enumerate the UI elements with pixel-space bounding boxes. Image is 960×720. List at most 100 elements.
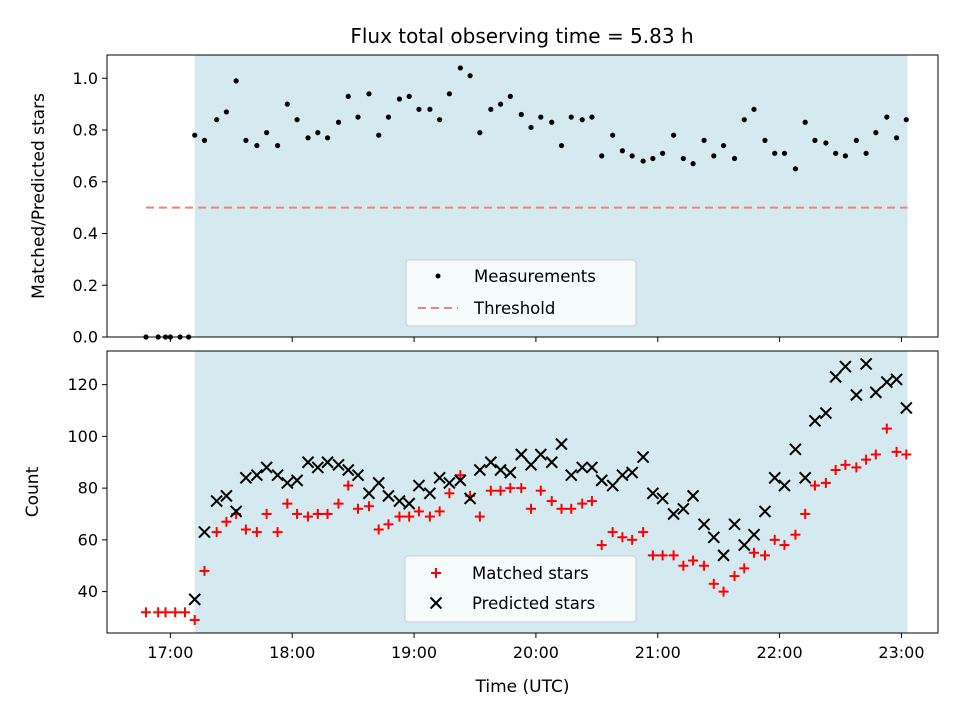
x-stroke [880, 375, 894, 389]
x-tick-label: 23:00 [878, 643, 924, 662]
predicted-stars-point [332, 458, 345, 472]
measurement-point [579, 117, 585, 123]
measurement-point [477, 130, 483, 136]
x-stroke [290, 474, 304, 487]
predicted-stars-point [484, 456, 498, 469]
predicted-stars-point [717, 549, 730, 562]
matched-stars-point [708, 578, 719, 589]
measurement-point [568, 114, 574, 120]
predicted-stars-point [229, 505, 243, 518]
measurement-point [192, 132, 198, 138]
measurement-point [294, 117, 300, 123]
x-stroke [402, 497, 416, 510]
matched-stars-point [303, 511, 314, 522]
predicted-stars-point [747, 528, 761, 541]
matched-stars-point [840, 459, 851, 470]
matched-stars-point [607, 527, 618, 538]
matched-stars-point [373, 524, 384, 535]
x-stroke [534, 448, 547, 461]
measurement-point [406, 93, 412, 99]
measurement-point [619, 148, 626, 154]
predicted-stars-point [545, 456, 558, 469]
predicted-stars-point [850, 388, 863, 402]
measurement-point [812, 137, 818, 143]
ratio-panel-ticks: 0.0 0.2 0.4 0.6 0.8 1.0 [73, 69, 902, 347]
measurement-point [528, 124, 534, 131]
x-tick-label: 20:00 [513, 643, 559, 662]
measurement-point [233, 78, 239, 84]
matched-stars-point [556, 503, 567, 514]
y-tick-label: 120 [67, 375, 98, 394]
x-stroke [839, 360, 852, 373]
measurement-point [315, 130, 321, 136]
predicted-stars-point [290, 474, 304, 487]
matched-stars-point [577, 498, 588, 509]
count-legend-box [404, 555, 637, 623]
measurement-point [629, 153, 635, 159]
x-stroke [443, 476, 456, 490]
x-stroke [808, 414, 822, 428]
measurement-point [690, 161, 696, 167]
y-tick-label: 0.8 [73, 121, 98, 140]
matched-stars-point [505, 483, 516, 494]
y-tick-label: 1.0 [73, 69, 98, 88]
matched-stars-point [718, 586, 729, 597]
predicted-stars-point [463, 492, 477, 505]
measurement-point [264, 130, 270, 136]
x-stroke [747, 528, 761, 541]
predicted-stars-point [575, 461, 589, 474]
x-tick-label: 17:00 [147, 643, 193, 662]
matched-stars-point [688, 555, 699, 566]
predicted-stars-point [351, 468, 365, 482]
predicted-stars-point [616, 468, 629, 482]
predicted-stars-point [606, 479, 619, 492]
matched-stars-point [678, 560, 689, 571]
matched-stars-point [261, 508, 272, 519]
measurement-point [223, 109, 230, 115]
matched-stars-point [322, 508, 333, 519]
count-legend: Matched stars Predicted stars [404, 555, 637, 623]
predicted-stars-point [656, 492, 669, 505]
measurement-point [214, 117, 220, 123]
count-panel-frame [106, 350, 939, 634]
x-stroke [429, 596, 443, 610]
measurement-point [305, 135, 311, 141]
x-tick-label: 22:00 [757, 643, 803, 662]
predicted-stars-point [271, 468, 284, 482]
measurement-point [762, 137, 768, 143]
x-stroke [819, 406, 833, 420]
matched-stars-point [526, 503, 537, 514]
measurement-point [610, 132, 616, 138]
measurement-point [416, 106, 422, 112]
matched-stars-point [444, 488, 455, 499]
x-stroke [686, 489, 700, 503]
matched-stars-point [596, 540, 607, 551]
predicted-stars-point [555, 437, 568, 451]
matched-stars-point [586, 496, 597, 507]
predicted-stars-point [707, 531, 721, 544]
matched-stars-point [617, 532, 628, 543]
x-stroke [515, 448, 528, 461]
measurement-point [670, 132, 677, 138]
measurement-point [741, 117, 747, 123]
x-tick-label: 18:00 [269, 643, 315, 662]
predicted-stars-point [697, 518, 711, 531]
count-y-axis-label: Count [23, 466, 43, 517]
predicted-stars-point [515, 448, 528, 461]
measurement-point [680, 155, 686, 162]
measurement-point [558, 142, 565, 149]
matched-stars-point [211, 527, 222, 538]
x-stroke [332, 458, 345, 472]
legend-label-measurements: Measurements [474, 267, 596, 286]
predicted-stars-point [808, 414, 822, 428]
x-stroke [829, 370, 842, 384]
measurement-point [792, 166, 799, 172]
measurement-point [660, 150, 666, 156]
measurement-point [589, 114, 595, 120]
x-stroke [250, 468, 264, 482]
measurement-point [853, 137, 859, 143]
legend-label-predicted: Predicted stars [472, 594, 595, 613]
predicted-stars-point [890, 373, 903, 386]
legend-marker-predicted [429, 596, 443, 610]
matched-stars-point [729, 571, 740, 582]
